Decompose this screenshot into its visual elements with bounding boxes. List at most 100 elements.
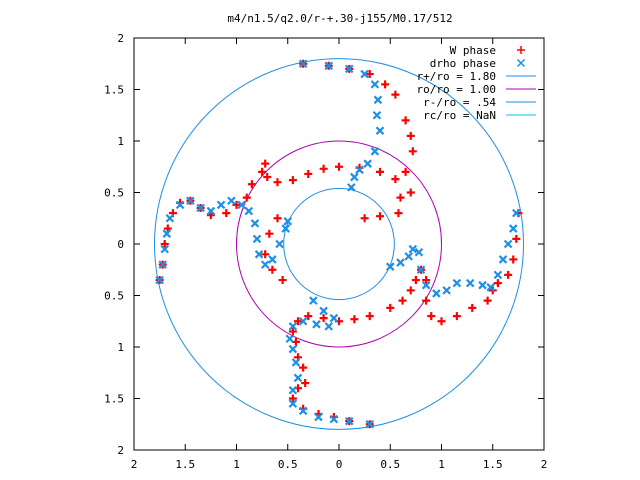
x-tick-label: 1.5 — [175, 458, 195, 471]
w-phase-point — [406, 131, 415, 140]
w-phase-point — [258, 167, 267, 176]
w-phase-point — [261, 159, 270, 168]
w-phase-point — [288, 176, 297, 185]
series-group — [155, 59, 521, 429]
drho-phase-point — [452, 278, 462, 288]
drho-phase-point — [355, 165, 364, 175]
drho-phase-point — [155, 275, 164, 285]
w-phase-point — [247, 180, 256, 189]
drho-phase-point — [372, 110, 382, 120]
y-tick-label: 1 — [117, 341, 124, 354]
w-phase-point — [376, 167, 384, 176]
legend-label: rc/ro = NaN — [423, 109, 496, 122]
drho-phase-point — [329, 414, 339, 424]
w-phase-point — [288, 394, 297, 403]
w-phase-point — [394, 209, 403, 218]
drho-phase-point — [281, 224, 290, 233]
drho-phase-point — [275, 239, 284, 249]
drho-phase-point — [283, 217, 293, 226]
w-phase-point — [376, 212, 384, 221]
drho-phase-point — [244, 206, 254, 216]
drho-phase-point — [160, 244, 170, 254]
x-tick-label: 1.5 — [483, 458, 503, 471]
drho-phase-point — [503, 239, 513, 249]
drho-phase-point — [288, 322, 298, 331]
drho-phase-point — [312, 320, 321, 329]
w-phase-point — [398, 296, 407, 305]
w-phase-point — [411, 276, 420, 285]
legend-marker — [516, 58, 526, 68]
x-tick-label: 1 — [233, 458, 240, 471]
w-phase-point — [396, 193, 405, 202]
drho-phase-point — [344, 64, 354, 74]
y-tick-label: 1.5 — [104, 393, 124, 406]
w-phase-point — [483, 296, 492, 305]
w-phase-point — [391, 90, 400, 99]
drho-phase-point — [375, 126, 385, 135]
drho-phase-point — [350, 172, 359, 182]
legend-label: ro/ro = 1.00 — [417, 83, 496, 96]
w-phase-point — [381, 80, 390, 89]
legend-marker — [517, 46, 525, 54]
drho-phase-point — [493, 270, 503, 280]
x-tick-label: 2 — [131, 458, 138, 471]
axis-ticks: 2 1.5 1 0.5 0 0.5 1 1.5 221.510.500.511.52 — [104, 32, 547, 471]
w-phase-point — [261, 250, 270, 259]
w-phase-point — [401, 167, 410, 176]
y-tick-label: 1.5 — [104, 84, 124, 97]
drho-phase-point — [293, 373, 303, 383]
y-tick-label: 2 — [117, 444, 124, 457]
drho-phase-point — [250, 219, 260, 228]
w-phase-point — [263, 173, 272, 182]
drho-phase-point — [285, 334, 295, 344]
w-phase-point — [304, 312, 313, 321]
w-phase-point — [408, 147, 417, 156]
w-phase-point — [452, 312, 461, 321]
drho-phase-point — [432, 289, 441, 298]
drho-phase-point — [324, 322, 334, 331]
drho-phase-point — [329, 313, 339, 323]
w-phase-point — [406, 188, 415, 197]
drho-phase-point — [363, 159, 372, 168]
w-phase-point — [391, 175, 400, 184]
x-tick-label: 0.5 — [278, 458, 298, 471]
drho-phase-point — [314, 412, 323, 422]
drho-phase-point — [216, 200, 226, 210]
w-phase-point — [319, 164, 328, 173]
drho-phase-point — [396, 258, 405, 267]
y-tick-label: 0.5 — [104, 290, 124, 303]
w-phase-point — [360, 214, 369, 223]
drho-phase-point — [252, 234, 262, 244]
w-phase-point — [268, 265, 277, 274]
drho-phase-point — [298, 59, 308, 69]
w-phase-point — [401, 116, 410, 125]
reference-circle — [154, 58, 524, 430]
w-phase-point — [299, 363, 308, 372]
drho-phase-point — [291, 358, 301, 367]
drho-phase-point — [373, 95, 383, 105]
drho-phase-point — [165, 213, 175, 223]
legend-label: W phase — [450, 44, 496, 57]
drho-phase-point — [370, 147, 380, 156]
w-phase-point — [427, 312, 436, 321]
series-layer — [155, 59, 523, 429]
x-tick-label: 2 — [541, 458, 548, 471]
chart-title: m4/n1.5/q2.0/r-+.30-j155/M0.17/512 — [227, 12, 452, 25]
w-phase-point — [406, 286, 415, 295]
w-phase-point — [335, 162, 343, 171]
w-phase-point — [288, 327, 297, 336]
y-tick-label: 0.5 — [104, 187, 124, 200]
w-phase-point — [468, 303, 477, 312]
drho-phase-point — [162, 229, 172, 238]
w-phase-point — [422, 276, 431, 285]
w-phase-point — [273, 214, 282, 223]
w-phase-point — [422, 296, 431, 305]
x-tick-label: 0.5 — [380, 458, 400, 471]
w-phase-point — [232, 200, 241, 209]
drho-phase-point — [498, 255, 508, 264]
x-tick-label: 0 — [336, 458, 343, 471]
legend-label: r+/ro = 1.80 — [417, 70, 496, 83]
w-phase-point — [365, 312, 374, 321]
drho-phase-point — [360, 69, 369, 79]
